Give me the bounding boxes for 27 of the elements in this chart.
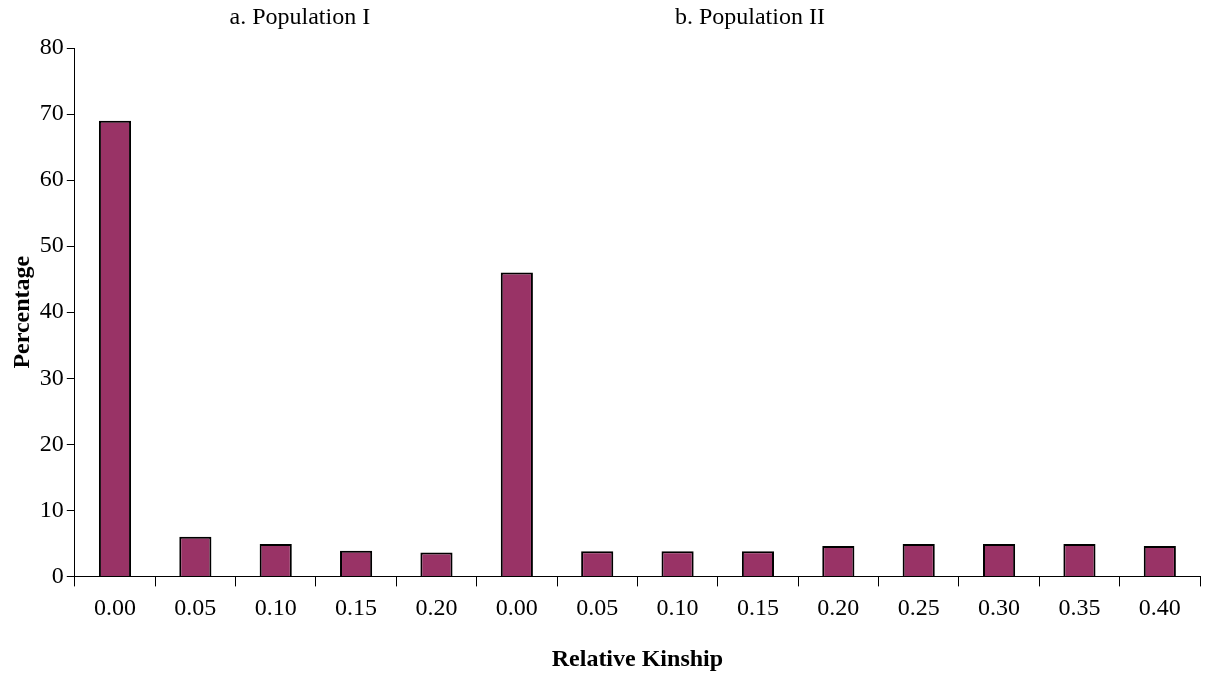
x-tick-label: 0.20 [817, 594, 860, 621]
x-tick-label: 0.10 [254, 594, 297, 621]
y-tick-label: 20 [39, 429, 64, 456]
y-tick-label: 40 [39, 297, 64, 324]
y-tick-label: 80 [39, 33, 64, 60]
x-tick-label: 0.15 [736, 594, 779, 621]
x-tick-label: 0.00 [495, 594, 538, 621]
y-tick-label: 30 [39, 363, 64, 390]
x-axis-title: Relative Kinship [551, 644, 724, 671]
x-tick-label: 0.05 [174, 594, 217, 621]
x-tick-label: 0.40 [1138, 594, 1181, 621]
y-tick-label: 70 [39, 99, 64, 126]
x-tick-label: 0.35 [1058, 594, 1101, 621]
text: b. Population II [674, 3, 825, 30]
x-tick-label: 0.00 [93, 594, 136, 621]
x-tick-label: 0.25 [897, 594, 940, 621]
text: a. Population I [229, 3, 371, 30]
y-tick-label: 0 [51, 561, 64, 588]
x-tick-label: 0.10 [656, 594, 699, 621]
x-tick-label: 0.30 [978, 594, 1021, 621]
y-tick-label: 60 [39, 165, 64, 192]
x-tick-label: 0.20 [415, 594, 458, 621]
x-tick-label: 0.15 [335, 594, 378, 621]
y-axis-title: Percentage [7, 255, 34, 369]
y-tick-label: 50 [39, 231, 64, 258]
y-tick-label: 10 [39, 495, 64, 522]
x-tick-label: 0.05 [576, 594, 619, 621]
